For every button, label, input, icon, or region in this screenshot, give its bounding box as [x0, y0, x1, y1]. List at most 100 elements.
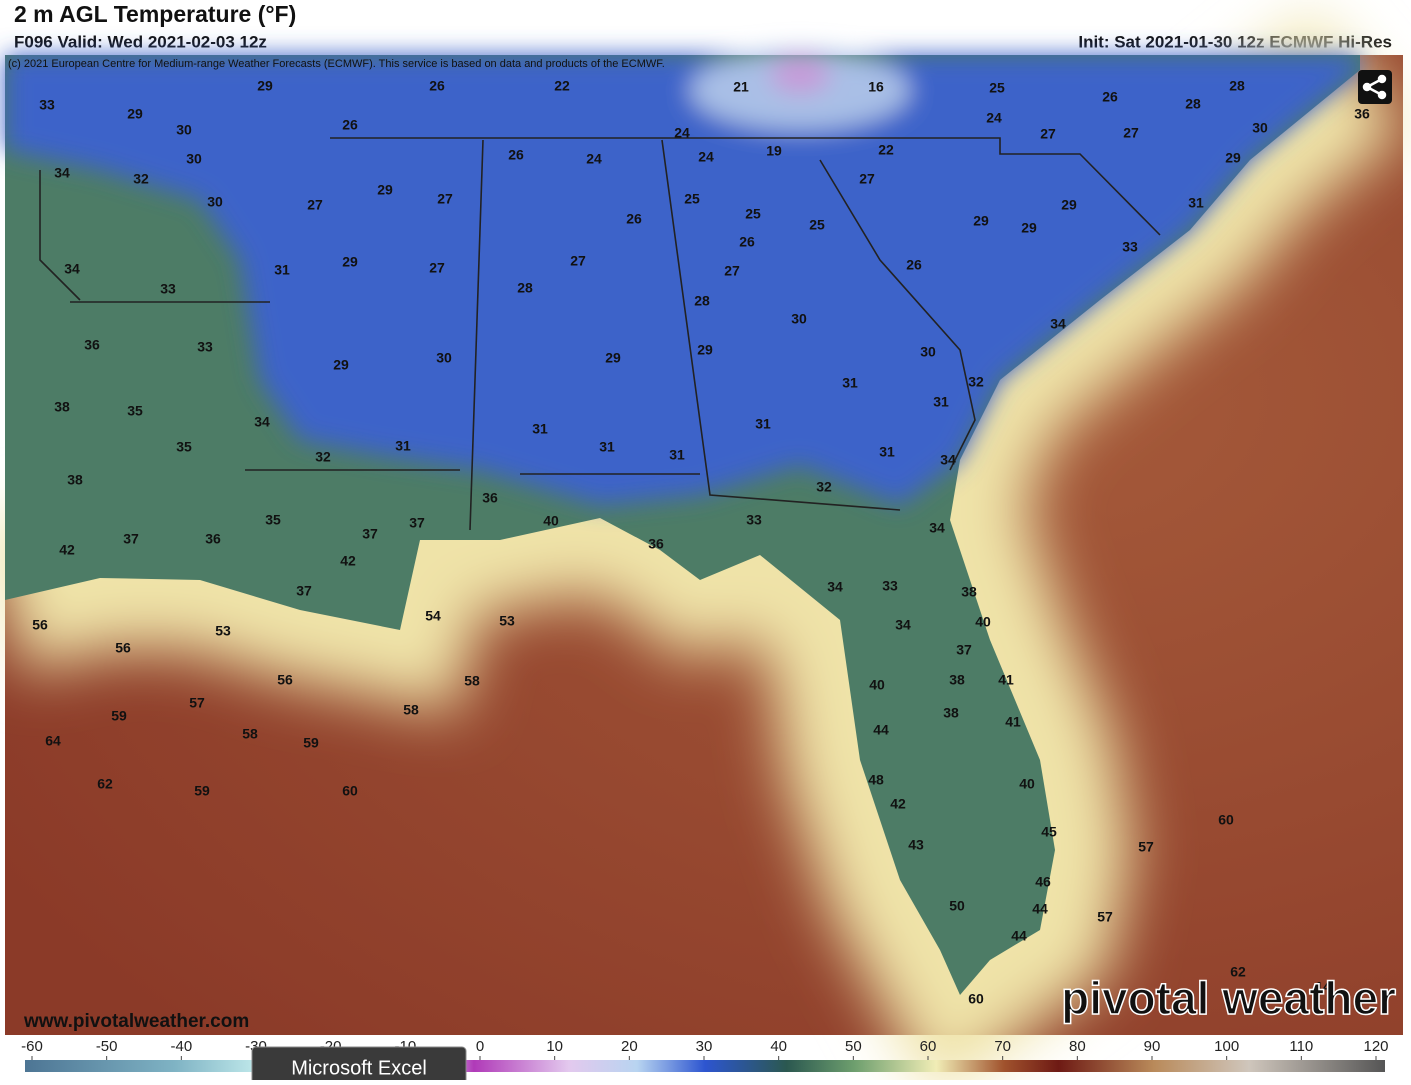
temperature-labels: 33 29 29 26 22 21 16 25 26 28 28 36 30 30 34 32 30 26 24 24…: [32, 78, 1370, 1007]
copyright: (c) 2021 European Centre for Medium-rang…: [8, 58, 665, 70]
temperature-label: 35: [265, 512, 281, 528]
colorbar-tick-label: 20: [621, 1038, 638, 1055]
temperature-label: 32: [816, 479, 832, 495]
temperature-label: 56: [115, 640, 131, 656]
temperature-label: 44: [1032, 901, 1048, 917]
temperature-label: 25: [745, 206, 761, 222]
temperature-label: 37: [296, 583, 312, 599]
temperature-label: 31: [842, 375, 858, 391]
temperature-label: 31: [933, 394, 949, 410]
temperature-label: 27: [437, 191, 453, 207]
temperature-label: 26: [429, 78, 445, 94]
temperature-label: 29: [257, 78, 273, 94]
temperature-label: 30: [186, 151, 202, 167]
temperature-label: 31: [599, 439, 615, 455]
temperature-label: 43: [908, 837, 924, 853]
temperature-label: 33: [197, 339, 213, 355]
temperature-label: 36: [648, 536, 664, 552]
temperature-label: 58: [464, 673, 480, 689]
temperature-label: 57: [189, 695, 205, 711]
temperature-label: 54: [425, 608, 441, 624]
temperature-label: 58: [403, 702, 419, 718]
temperature-label: 24: [986, 110, 1002, 126]
temperature-label: 22: [554, 78, 570, 94]
temperature-label: 59: [194, 783, 210, 799]
temperature-label: 38: [949, 672, 965, 688]
share-icon: [1362, 74, 1387, 100]
temperature-label: 33: [746, 512, 762, 528]
temperature-label: 46: [1035, 874, 1051, 890]
temperature-label: 31: [879, 444, 895, 460]
temperature-label: 37: [956, 642, 972, 658]
temperature-label: 59: [303, 735, 319, 751]
temperature-label: 62: [97, 776, 113, 792]
temperature-label: 33: [1122, 239, 1138, 255]
temperature-label: 48: [868, 772, 884, 788]
temperature-label: 29: [697, 342, 713, 358]
temperature-label: 34: [254, 414, 270, 430]
temperature-label: 29: [973, 213, 989, 229]
tooltip: [251, 1046, 467, 1085]
temperature-label: 57: [1138, 839, 1154, 855]
temperature-label: 56: [277, 672, 293, 688]
temperature-label: 29: [1225, 150, 1241, 166]
temperature-label: 40: [543, 513, 559, 529]
cold-region: [5, 50, 1360, 505]
temperature-label: 32: [315, 449, 331, 465]
temperature-label: 38: [961, 584, 977, 600]
temperature-label: 64: [45, 733, 61, 749]
temperature-label: 37: [123, 531, 139, 547]
temperature-label: 19: [766, 143, 782, 159]
temperature-label: 31: [274, 262, 290, 278]
temperature-label: 62: [1230, 964, 1246, 980]
temperature-label: 37: [409, 515, 425, 531]
temperature-label: 27: [429, 260, 445, 276]
temperature-label: 30: [791, 311, 807, 327]
temperature-label: 36: [205, 531, 221, 547]
temperature-label: 31: [755, 416, 771, 432]
temperature-label: 35: [127, 403, 143, 419]
temperature-label: 36: [482, 490, 498, 506]
temperature-label: 16: [868, 79, 884, 95]
temperature-label: 45: [1041, 824, 1057, 840]
temperature-label: 60: [342, 783, 358, 799]
temperature-label: 26: [906, 257, 922, 273]
temperature-label: 38: [943, 705, 959, 721]
temperature-label: 44: [1011, 928, 1027, 944]
temperature-label: 27: [859, 171, 875, 187]
temperature-label: 57: [1097, 909, 1113, 925]
init-time: Init: Sat 2021-01-30 12z ECMWF Hi-Res: [1078, 32, 1392, 51]
temperature-label: 28: [1185, 96, 1201, 112]
temperature-label: 28: [694, 293, 710, 309]
temperature-label: 30: [436, 350, 452, 366]
temperature-label: 24: [698, 149, 714, 165]
colorbar: [25, 1060, 1385, 1072]
temperature-label: 40: [869, 677, 885, 693]
temperature-label: 34: [64, 261, 80, 277]
colorbar-tick-label: -50: [96, 1038, 118, 1055]
temperature-label: 21: [733, 79, 749, 95]
colorbar-tick-label: 10: [546, 1038, 563, 1055]
temperature-label: 22: [878, 142, 894, 158]
colorbar-tick-label: 50: [845, 1038, 862, 1055]
temperature-label: 26: [1102, 89, 1118, 105]
temperature-label: 53: [499, 613, 515, 629]
colorbar-ticks: -60 -50 -40 -30 -20 -10 0 10 20 30 40 50 60 70 80 90 100…: [21, 1038, 1389, 1060]
logo: pivotal weather: [1061, 972, 1396, 1024]
temperature-label: 28: [1229, 78, 1245, 94]
temperature-label: 31: [669, 447, 685, 463]
colorbar-tick-label: -40: [170, 1038, 192, 1055]
temperature-label: 25: [809, 217, 825, 233]
temperature-label: 34: [1050, 316, 1066, 332]
temperature-label: 38: [67, 472, 83, 488]
temperature-label: 42: [59, 542, 75, 558]
temperature-label: 44: [873, 722, 889, 738]
temperature-label: 29: [127, 106, 143, 122]
tooltip-text: Microsoft Excel: [291, 1057, 427, 1079]
temperature-label: 33: [160, 281, 176, 297]
colorbar-tick-label: 90: [1144, 1038, 1161, 1055]
temperature-label: 34: [895, 617, 911, 633]
temperature-label: 25: [989, 80, 1005, 96]
